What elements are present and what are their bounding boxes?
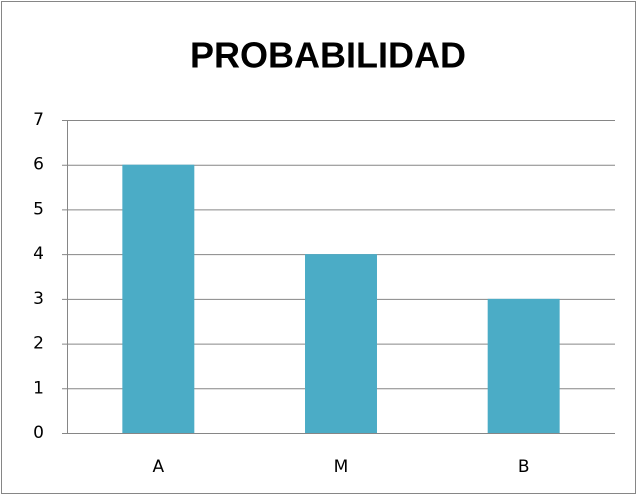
y-tick-label: 0 bbox=[33, 423, 44, 443]
bar bbox=[487, 298, 560, 433]
y-tick-label: 7 bbox=[33, 110, 44, 130]
y-tick-label: 6 bbox=[33, 155, 44, 175]
x-tick-label: B bbox=[518, 457, 530, 477]
y-tick-label: 2 bbox=[33, 334, 44, 354]
y-tick-label: 3 bbox=[33, 289, 44, 309]
x-tick-label: M bbox=[334, 457, 349, 477]
y-tick-label: 1 bbox=[33, 378, 44, 398]
bar bbox=[305, 254, 377, 433]
chart-title: PROBABILIDAD bbox=[190, 35, 466, 76]
y-tick-label: 5 bbox=[33, 199, 44, 219]
x-tick-label: A bbox=[153, 457, 165, 477]
y-tick-label: 4 bbox=[33, 244, 44, 264]
bar bbox=[122, 164, 195, 433]
